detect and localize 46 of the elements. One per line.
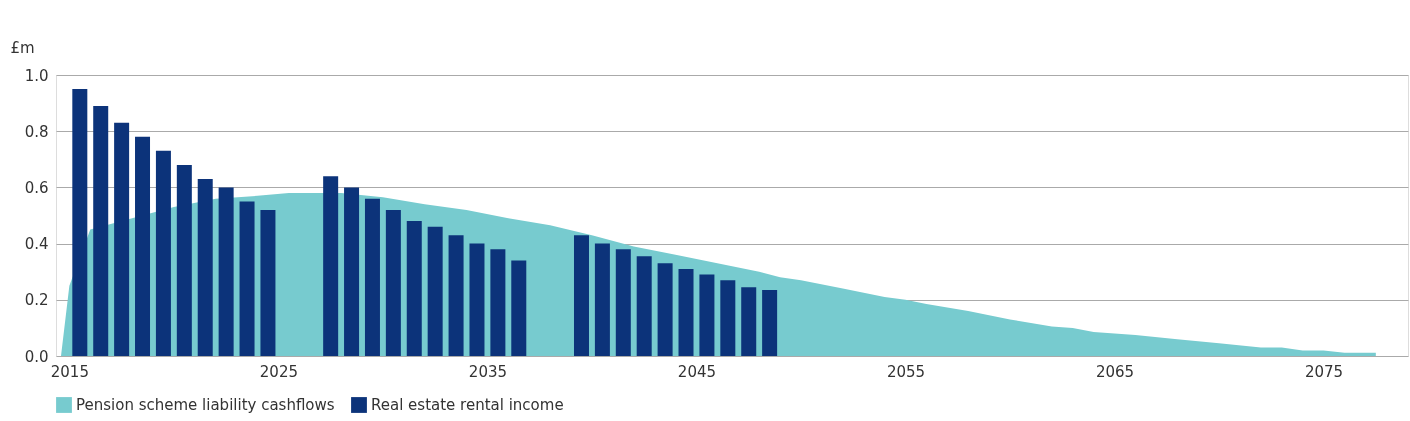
y-tick-label: 1.0	[24, 66, 49, 85]
bar	[636, 256, 652, 356]
x-tick-label: 2065	[1095, 362, 1135, 381]
bar	[197, 178, 213, 356]
legend-label: Pension scheme liability cashflows	[76, 396, 335, 414]
bar	[427, 226, 443, 356]
bar	[135, 136, 151, 356]
y-tick-label: 0.2	[24, 291, 49, 310]
bar	[406, 221, 422, 356]
y-axis-title: £m	[10, 38, 35, 57]
bar	[176, 164, 192, 356]
bar	[93, 105, 109, 356]
bar	[762, 289, 778, 356]
bar	[448, 235, 464, 356]
x-tick-label: 2075	[1304, 362, 1344, 381]
y-tick-label: 0.6	[24, 178, 49, 197]
bar	[469, 243, 485, 356]
bar	[511, 260, 527, 356]
bar	[323, 176, 339, 356]
y-tick-label: 0.8	[24, 122, 49, 141]
bar	[594, 243, 610, 356]
bar	[344, 187, 360, 356]
bar	[72, 89, 88, 356]
bar	[490, 249, 506, 356]
y-tick-label: 0.4	[24, 235, 49, 254]
bar	[364, 198, 380, 356]
x-tick-label: 2035	[468, 362, 508, 381]
bar	[114, 122, 130, 356]
x-tick-label: 2055	[886, 362, 926, 381]
x-tick-label: 2015	[50, 362, 89, 381]
bar	[615, 249, 631, 356]
y-tick-label: 0.0	[24, 347, 49, 366]
x-tick-label: 2025	[259, 362, 298, 381]
bar	[155, 150, 171, 356]
bar	[218, 187, 234, 356]
bar	[741, 287, 757, 356]
x-tick-label: 2045	[677, 362, 717, 381]
bar	[260, 209, 276, 356]
bar	[385, 209, 401, 356]
bar	[720, 280, 736, 356]
bar	[657, 263, 673, 356]
bar	[239, 201, 255, 356]
bar	[574, 235, 589, 356]
bar	[678, 268, 694, 356]
legend-label: Real estate rental income	[371, 396, 564, 414]
bar	[699, 274, 715, 356]
